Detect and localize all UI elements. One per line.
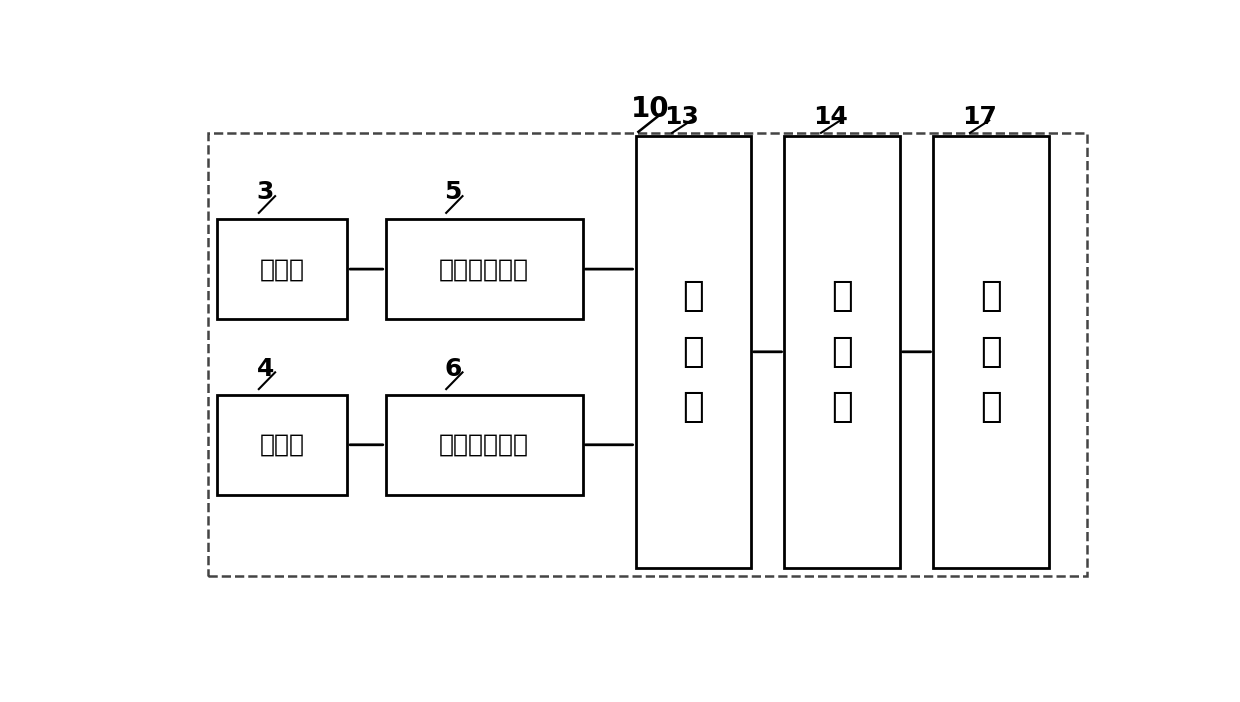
Text: 竖直向传感器: 竖直向传感器 <box>439 433 529 457</box>
Text: 17: 17 <box>962 105 997 128</box>
Text: 4: 4 <box>257 357 274 380</box>
Bar <box>208 133 1087 576</box>
Text: 处
理
器: 处 理 器 <box>831 279 853 425</box>
Bar <box>635 135 750 568</box>
Bar <box>386 395 583 495</box>
Text: 13: 13 <box>665 105 699 128</box>
Text: 14: 14 <box>813 105 848 128</box>
Bar <box>386 219 583 319</box>
Text: 水平向传感器: 水平向传感器 <box>439 258 529 282</box>
Bar <box>217 219 347 319</box>
Bar <box>785 135 900 568</box>
Text: 5: 5 <box>444 180 461 204</box>
Bar <box>934 135 1049 568</box>
Text: 竖直台: 竖直台 <box>260 258 305 282</box>
Text: 6: 6 <box>444 357 461 380</box>
Text: 显
示
器: 显 示 器 <box>981 279 1002 425</box>
Text: 水平台: 水平台 <box>260 433 305 457</box>
Text: 3: 3 <box>257 180 274 204</box>
Text: 存
储
器: 存 储 器 <box>682 279 704 425</box>
Bar <box>217 395 347 495</box>
Text: 10: 10 <box>631 95 670 123</box>
